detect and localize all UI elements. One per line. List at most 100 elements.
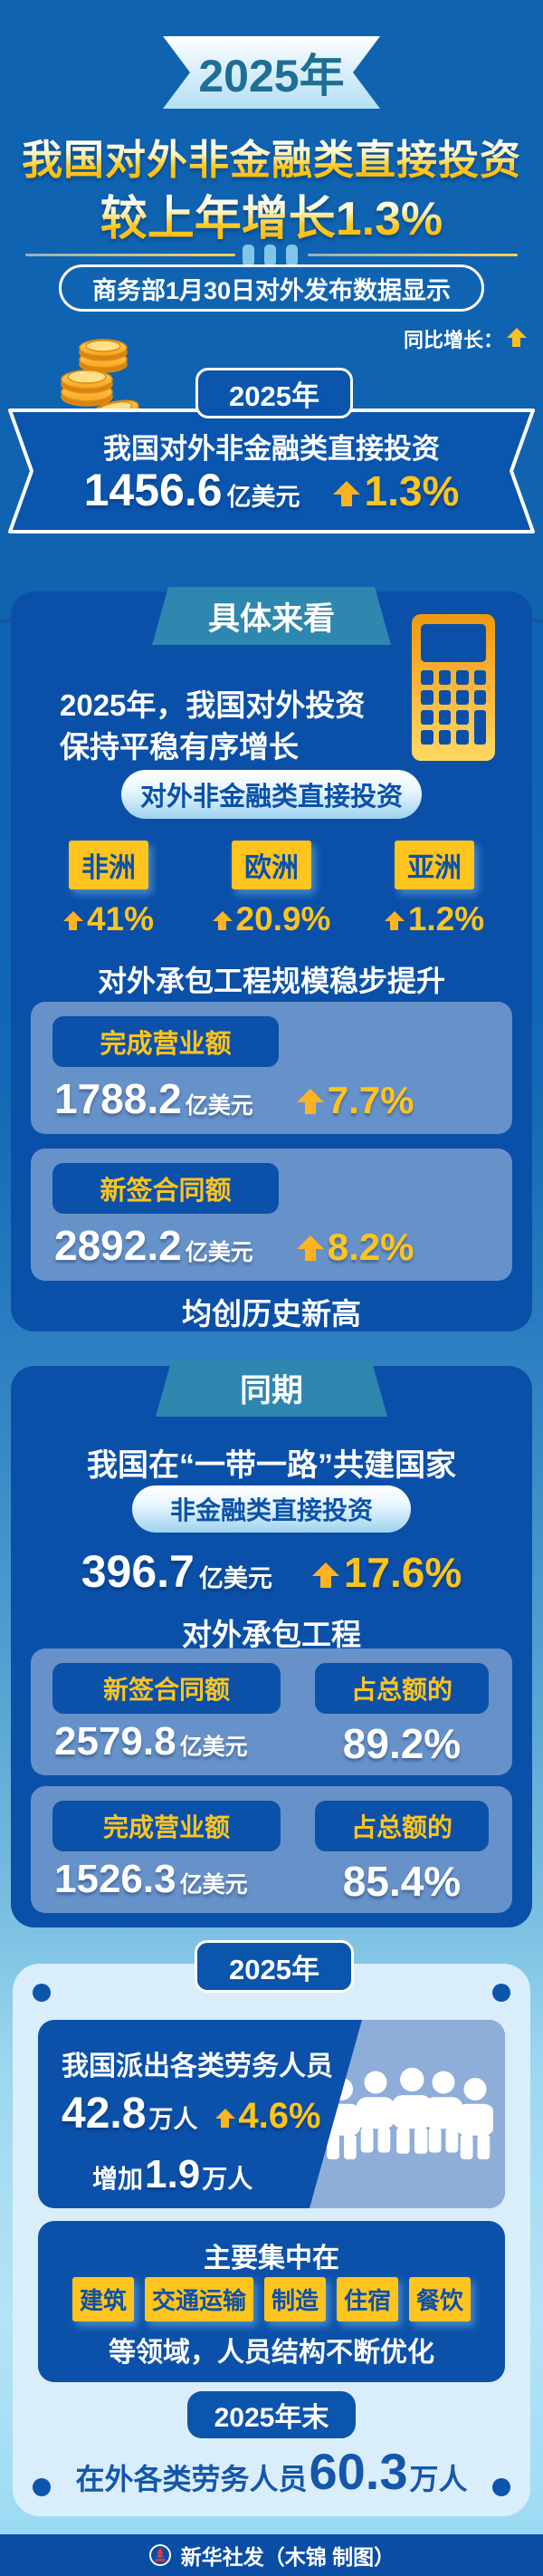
divider-left — [25, 254, 235, 256]
sector-tag: 制造 — [263, 2277, 326, 2321]
turnover-pct: 7.7% — [327, 1079, 414, 1121]
belt-line1: 我国在“一带一路”共建国家 — [87, 1448, 456, 1483]
contracts-value-row: 2892.2 亿美元 8.2% — [54, 1221, 414, 1270]
contracts-unit: 亿美元 — [185, 1240, 253, 1265]
banner-label: 我国对外非金融类直接投资 — [103, 432, 440, 465]
up-arrow-icon — [384, 911, 405, 932]
footer-bar: 新华社发（木锦 制图） — [0, 2534, 543, 2576]
dispatch-unit: 万人 — [148, 2106, 198, 2133]
belt-ribbon: 同期 — [156, 1359, 387, 1417]
main-title-line2: 较上年增长1.3% — [0, 185, 543, 243]
region-africa-value: 41% — [36, 900, 181, 938]
detail-ribbon: 具体来看 — [152, 587, 391, 645]
banner-ribbon-shape — [8, 409, 535, 533]
divider-dots — [243, 245, 298, 266]
belt-subtitle: 对外承包工程 — [182, 1618, 361, 1651]
labor-card: 我国派出各类劳务人员 42.8 万人 4.6% 增加 1.9 万人 主要集中在 … — [13, 1964, 530, 2516]
yoy-legend-label: 同比增长： — [403, 329, 503, 351]
year-end-badge: 2025年末 — [187, 2391, 356, 2438]
dispatch-value: 42.8 — [62, 2090, 147, 2138]
turnover-value: 1788.2 — [54, 1075, 182, 1122]
region-asia-value: 1.2% — [362, 900, 507, 938]
turnover-value-row: 1788.2 亿美元 7.7% — [54, 1074, 414, 1123]
contracting-subtitle: 对外承包工程规模稳步提升 — [97, 965, 445, 997]
banner-value-row: 1456.6 亿美元 1.3% — [7, 464, 536, 516]
region-values-row: 41% 20.9% 1.2% — [36, 900, 507, 938]
focus-intro: 主要集中在 — [204, 2244, 339, 2273]
contracts-pct: 8.2% — [327, 1226, 414, 1268]
up-arrow-icon — [296, 1235, 324, 1263]
belt-turnover-panel: 完成营业额 占总额的 1526.3 亿美元 85.4% — [31, 1786, 512, 1913]
banner-value: 1456.6 — [83, 465, 223, 515]
divider-right — [308, 254, 518, 256]
region-europe: 欧洲 — [199, 841, 344, 889]
abroad-unit: 万人 — [409, 2463, 468, 2495]
card-pin — [492, 1984, 510, 2002]
belt-pill: 非金融类直接投资 — [132, 1485, 411, 1533]
labor-year-badge: 2025年 — [195, 1940, 354, 1993]
belt-unit: 亿美元 — [198, 1565, 272, 1592]
sector-tag: 餐饮 — [409, 2277, 472, 2321]
belt-contracts-panel: 新签合同额 占总额的 2579.8 亿美元 89.2% — [31, 1648, 512, 1775]
card-pin — [492, 2478, 510, 2496]
turnover-tag: 完成营业额 — [52, 1016, 279, 1067]
contracts-tag: 新签合同额 — [52, 1163, 279, 1214]
belt-turnover-tag: 完成营业额 — [52, 1801, 281, 1851]
workers-zone — [310, 2020, 505, 2208]
abroad-total-row: 在外各类劳务人员 60.3 万人 — [13, 2442, 530, 2501]
record-high-note: 均创历史新高 — [182, 1297, 361, 1331]
year-ribbon: 2025年 — [163, 36, 380, 109]
abroad-prefix: 在外各类劳务人员 — [75, 2463, 308, 2495]
year-ribbon-label: 2025年 — [198, 51, 345, 101]
card-pin — [33, 1984, 51, 2002]
belt-turnover-share-value: 85.4% — [342, 1858, 462, 1905]
dispatch-label: 我国派出各类劳务人员 — [62, 2052, 333, 2081]
dispatch-value-row: 42.8 万人 4.6% — [62, 2089, 321, 2139]
belt-value-row: 396.7 亿美元 17.6% — [0, 1545, 543, 1598]
region-row: 非洲 欧洲 亚洲 — [36, 841, 507, 889]
up-arrow-icon — [212, 911, 233, 932]
sector-tag: 交通运输 — [144, 2277, 253, 2321]
up-arrow-icon — [507, 328, 527, 349]
sector-tag: 建筑 — [71, 2277, 134, 2321]
contracts-value: 2892.2 — [54, 1222, 182, 1269]
belt-contracts-tag: 新签合同额 — [52, 1663, 281, 1714]
main-title-line1: 我国对外非金融类直接投资 — [0, 130, 543, 182]
focus-tags-row: 建筑 交通运输 制造 住宿 餐饮 — [38, 2277, 505, 2321]
sector-tag: 住宿 — [337, 2277, 399, 2321]
focus-outro: 等领域，人员结构不断优化 — [109, 2338, 434, 2368]
banner-year-badge: 2025年 — [195, 368, 353, 418]
detail-paragraph-line1: 2025年，我国对外投资 — [60, 688, 366, 722]
region-africa: 非洲 — [36, 841, 181, 889]
region-europe-value: 20.9% — [199, 900, 344, 938]
belt-turnover-share-tag: 占总额的 — [315, 1801, 489, 1851]
banner-pct: 1.3% — [364, 467, 460, 514]
region-asia: 亚洲 — [362, 841, 507, 889]
source-pill: 商务部1月30日对外发布数据显示 — [59, 264, 484, 312]
xinhua-logo-icon — [148, 2544, 171, 2566]
dispatch-pct: 4.6% — [238, 2096, 321, 2136]
turnover-panel: 完成营业额 1788.2 亿美元 7.7% — [31, 1002, 512, 1134]
up-arrow-icon — [215, 2109, 236, 2129]
belt-contracts-share-value: 89.2% — [342, 1720, 462, 1767]
belt-pct: 17.6% — [343, 1549, 462, 1596]
belt-value: 396.7 — [81, 1546, 195, 1597]
detail-pill: 对外非金融类直接投资 — [121, 770, 422, 819]
belt-turnover-value: 1526.3 亿美元 — [54, 1857, 248, 1901]
up-arrow-icon — [62, 911, 83, 932]
belt-contracts-value: 2579.8 亿美元 — [54, 1719, 248, 1764]
dispatch-panel: 我国派出各类劳务人员 42.8 万人 4.6% 增加 1.9 万人 — [38, 2020, 505, 2208]
detail-paragraph-line2: 保持平稳有序增长 — [60, 730, 299, 764]
up-arrow-icon — [332, 481, 360, 508]
credit-text: 新华社发（木锦 制图） — [180, 2545, 395, 2569]
up-arrow-icon — [296, 1089, 324, 1116]
dispatch-increase-row: 增加 1.9 万人 — [92, 2152, 253, 2196]
calculator-icon — [412, 614, 495, 761]
card-pin — [33, 2478, 51, 2496]
yoy-legend: 同比增长： — [404, 324, 527, 353]
contracts-panel: 新签合同额 2892.2 亿美元 8.2% — [31, 1149, 512, 1281]
belt-contracts-share-tag: 占总额的 — [315, 1663, 489, 1714]
headline-banner: 我国对外非金融类直接投资 1456.6 亿美元 1.3% — [7, 408, 536, 534]
up-arrow-icon — [311, 1562, 339, 1590]
